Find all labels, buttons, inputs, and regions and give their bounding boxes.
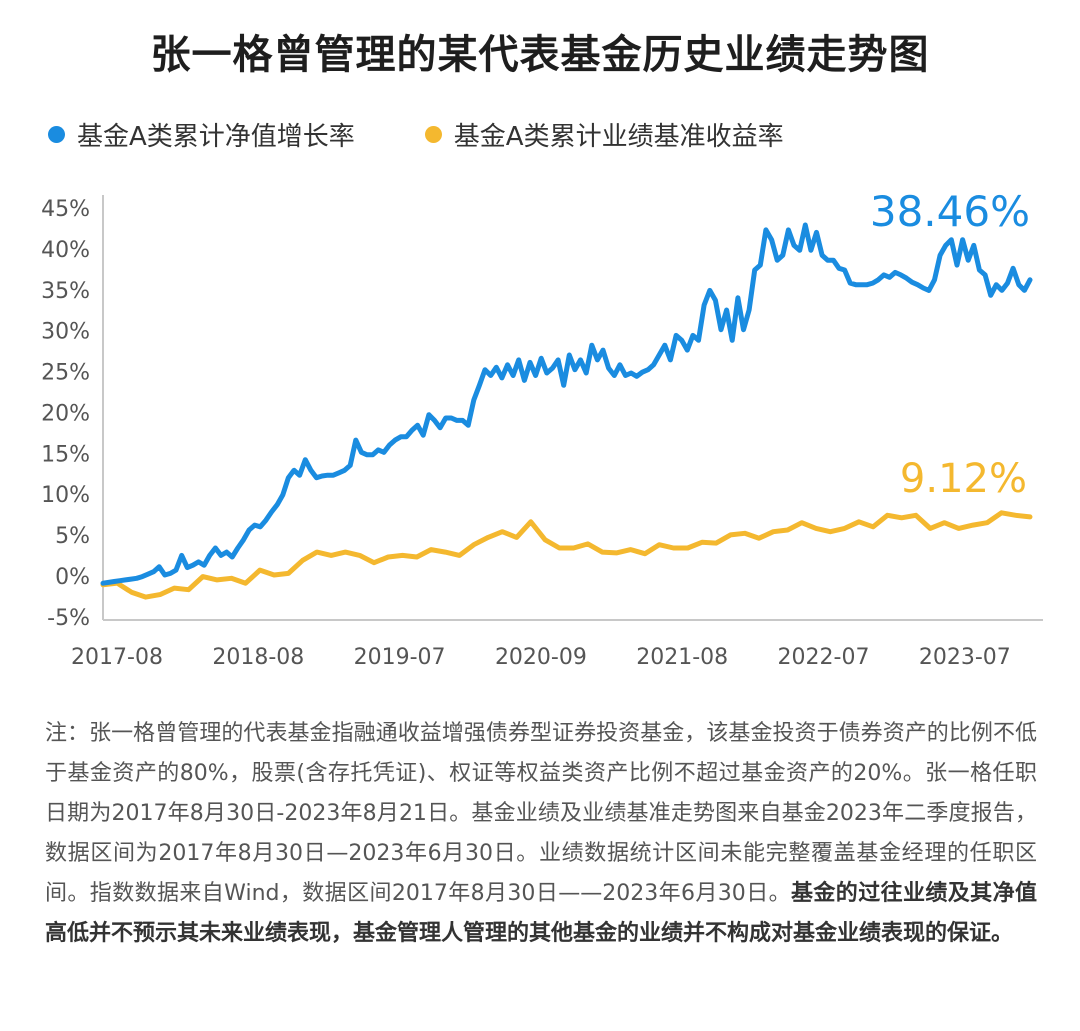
y-tick-label: 45%	[41, 197, 90, 222]
x-tick-label: 2022-07	[778, 645, 870, 670]
y-tick-label: 15%	[41, 442, 90, 467]
legend-dot-benchmark	[424, 126, 442, 143]
y-tick-label: 20%	[41, 401, 90, 426]
y-tick-label: 0%	[55, 565, 90, 590]
y-tick-label: 35%	[41, 279, 90, 304]
line-chart: 45%40%35%30%25%20%15%10%5%0%-5% 2017-08 2…	[41, 190, 1043, 670]
legend-label-fund: 基金A类累计净值增长率	[77, 122, 355, 152]
chart-title: 张一格曾管理的某代表基金历史业绩走势图	[140, 22, 940, 84]
fund-end-label: 38.46%	[870, 190, 1030, 236]
title-wrap: 张一格曾管理的某代表基金历史业绩走势图	[0, 22, 1080, 84]
x-tick-label: 2018-08	[212, 645, 304, 670]
y-axis: 45% 40% 35% 30% 25% 20% 15% 10% 5% 0% -5%	[41, 197, 90, 631]
x-axis: 2017-08 2018-08 2019-07 2020-09 2021-08 2022-…	[71, 645, 1011, 670]
footnote-bold: 基金的过往业绩及其净值高低并不预示其未来业绩表现，基金管理人管理的其他基金的业绩…	[45, 881, 1037, 946]
x-tick-label: 2017-08	[71, 645, 163, 670]
y-tick-label: 10%	[41, 483, 90, 508]
series-lines	[100, 222, 1033, 600]
footnote: 注：张一格曾管理的代表基金指融通收益增强债券型证券投资基金，该基金投资于债券资产…	[45, 714, 1037, 954]
fund-line	[100, 222, 1033, 586]
benchmark-end-label: 9.12%	[900, 456, 1027, 502]
legend-dot-fund	[48, 126, 65, 143]
chart-title-text: 张一格曾管理的某代表基金历史业绩走势图	[150, 32, 930, 78]
legend-item-fund: 基金A类累计净值增长率	[48, 116, 355, 153]
x-tick-label: 2020-09	[495, 645, 587, 670]
y-tick-label: 25%	[41, 361, 90, 386]
footnote-regular: 注：张一格曾管理的代表基金指融通收益增强债券型证券投资基金，该基金投资于债券资产…	[45, 721, 1037, 906]
y-tick-label: -5%	[47, 606, 90, 631]
x-tick-label: 2019-07	[354, 645, 446, 670]
legend: 基金A类累计净值增长率 基金A类累计业绩基准收益率	[48, 116, 784, 153]
y-tick-label: 30%	[41, 320, 90, 345]
y-tick-label: 5%	[55, 524, 90, 549]
legend-item-benchmark: 基金A类累计业绩基准收益率	[424, 116, 784, 153]
legend-label-benchmark: 基金A类累计业绩基准收益率	[453, 122, 784, 152]
y-tick-label: 40%	[41, 238, 90, 263]
x-tick-label: 2023-07	[919, 645, 1011, 670]
x-tick-label: 2021-08	[636, 645, 728, 670]
benchmark-line	[100, 510, 1033, 600]
